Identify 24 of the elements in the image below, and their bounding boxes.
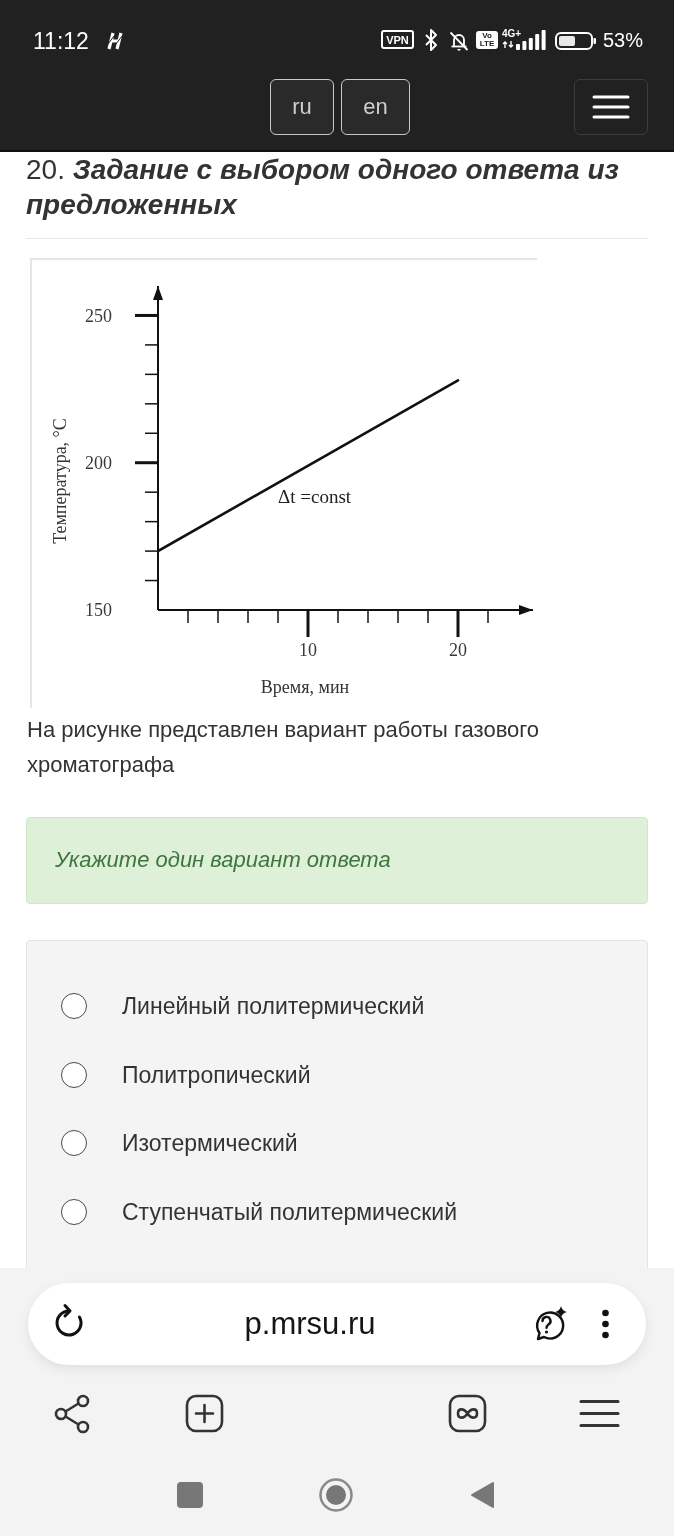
address-bar[interactable]: p.mrsu.ru — [28, 1283, 646, 1365]
text: На рисунке представлен вариант работы газового хроматографа — [27, 716, 541, 779]
text: Политропический — [122, 1061, 311, 1089]
text: Изотермический — [122, 1129, 298, 1157]
x-tick-label: 10 — [299, 640, 317, 661]
text: Vo LTE — [479, 31, 495, 48]
text: VPN — [386, 33, 409, 46]
chart-title: 20. Задание с выбором одного ответа из предложенных — [26, 154, 619, 220]
y-tick-label: 150 — [85, 600, 112, 621]
y-tick-label: 200 — [85, 453, 112, 474]
x-axis-title: Время, мин — [260, 677, 350, 697]
text: Укажите один вариант ответа — [55, 847, 391, 873]
y-tick-label: 250 — [85, 305, 112, 326]
annotation: Δt =const — [278, 485, 352, 507]
menu-button[interactable] — [574, 79, 648, 135]
text: 4G+ — [502, 28, 522, 40]
text: 11:12 — [33, 27, 89, 55]
text: Линейный политермический — [122, 992, 425, 1020]
text: 53% — [603, 28, 644, 52]
x-tick-label: 20 — [449, 640, 467, 661]
language-button[interactable]: en — [341, 79, 410, 135]
language-button[interactable]: ru — [270, 79, 334, 135]
y-axis-title: Температура, °C — [50, 418, 70, 544]
text: Ступенчатый политермический — [122, 1198, 457, 1226]
